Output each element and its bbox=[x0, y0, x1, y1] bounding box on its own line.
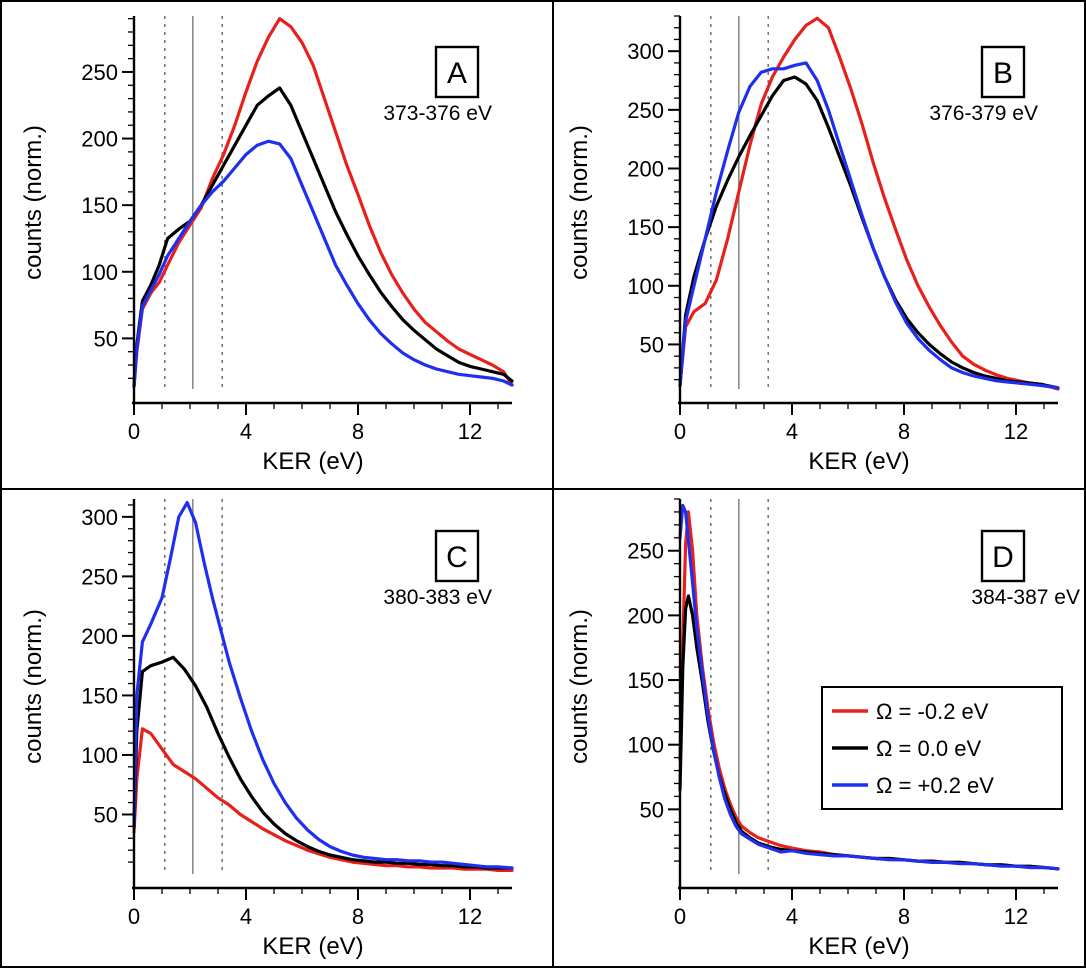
x-tick-label: 8 bbox=[352, 904, 364, 929]
x-tick-label: 0 bbox=[674, 904, 686, 929]
y-axis-title: counts (norm.) bbox=[566, 125, 593, 280]
panel-letter: C bbox=[446, 541, 468, 574]
y-tick-label: 100 bbox=[81, 743, 118, 768]
x-tick-label: 12 bbox=[1004, 419, 1028, 444]
y-axis-title: counts (norm.) bbox=[20, 609, 47, 764]
series-line-3 bbox=[678, 61, 1060, 390]
x-tick-label: 0 bbox=[128, 419, 140, 444]
y-tick-label: 300 bbox=[81, 505, 118, 530]
x-axis-title: KER (eV) bbox=[262, 933, 363, 960]
y-tick-label: 100 bbox=[627, 733, 664, 758]
y-axis-title: counts (norm.) bbox=[566, 609, 593, 764]
x-axis-title: KER (eV) bbox=[808, 933, 909, 960]
x-axis-title: KER (eV) bbox=[808, 448, 909, 475]
y-tick-label: 300 bbox=[627, 39, 664, 64]
x-tick-label: 4 bbox=[240, 419, 252, 444]
x-tick-label: 8 bbox=[898, 904, 910, 929]
series-line-1 bbox=[678, 16, 1060, 391]
panel-letter: D bbox=[992, 541, 1014, 574]
series-line-2 bbox=[132, 86, 514, 388]
y-tick-label: 50 bbox=[94, 802, 118, 827]
x-tick-label: 12 bbox=[458, 419, 482, 444]
y-tick-label: 250 bbox=[81, 564, 118, 589]
x-axis-title: KER (eV) bbox=[262, 448, 363, 475]
legend-label: Ω = +0.2 eV bbox=[876, 773, 994, 798]
panel-letter: A bbox=[447, 57, 467, 90]
y-tick-label: 150 bbox=[81, 193, 118, 218]
panel-letter-box bbox=[980, 529, 1026, 583]
energy-range-label: 384-387 eV bbox=[971, 586, 1080, 609]
series-line-1 bbox=[132, 727, 514, 872]
y-tick-label: 250 bbox=[81, 60, 118, 85]
x-tick-label: 12 bbox=[1004, 904, 1028, 929]
legend-label: Ω = 0.0 eV bbox=[876, 736, 981, 761]
y-tick-label: 150 bbox=[627, 668, 664, 693]
y-tick-label: 50 bbox=[640, 797, 664, 822]
x-tick-label: 4 bbox=[240, 904, 252, 929]
y-tick-label: 200 bbox=[627, 156, 664, 181]
y-tick-label: 50 bbox=[640, 332, 664, 357]
series-line-3 bbox=[132, 501, 514, 870]
y-tick-label: 100 bbox=[627, 274, 664, 299]
y-tick-label: 200 bbox=[627, 603, 664, 628]
series-line-3 bbox=[678, 503, 1060, 871]
x-tick-label: 0 bbox=[674, 419, 686, 444]
panel-letter-box bbox=[434, 529, 480, 583]
series-line-1 bbox=[132, 17, 514, 388]
y-tick-label: 250 bbox=[627, 539, 664, 564]
panel-c: 50 100 150 200 250 300 0 4 8 12 KER (eV) counts (no… bbox=[20, 499, 514, 960]
energy-range-label: 380-383 eV bbox=[383, 586, 492, 609]
y-tick-label: 50 bbox=[94, 326, 118, 351]
panel-letter-box bbox=[980, 45, 1026, 99]
y-tick-label: 250 bbox=[627, 98, 664, 123]
x-tick-label: 4 bbox=[786, 904, 798, 929]
y-tick-label: 150 bbox=[81, 683, 118, 708]
panel-a: 50 100 150 200 250 0 4 8 12 KER (eV) counts (norm.… bbox=[20, 16, 514, 475]
legend-label: Ω = -0.2 eV bbox=[876, 699, 989, 724]
legend: Ω = -0.2 eV Ω = 0.0 eV Ω = +0.2 eV bbox=[821, 686, 1063, 810]
panel-b: 50 100 150 200 250 300 0 4 8 12 KER (eV) counts (no… bbox=[566, 15, 1060, 475]
x-tick-label: 8 bbox=[898, 419, 910, 444]
panel-d: 50 100 150 200 250 0 4 8 12 KER (eV) counts (norm.… bbox=[566, 498, 1080, 960]
x-tick-label: 4 bbox=[786, 419, 798, 444]
energy-range-label: 376-379 eV bbox=[929, 102, 1038, 125]
y-tick-label: 200 bbox=[81, 624, 118, 649]
panel-letter-box bbox=[434, 45, 480, 99]
x-tick-label: 0 bbox=[128, 904, 140, 929]
y-tick-label: 150 bbox=[627, 215, 664, 240]
series-line-2 bbox=[132, 655, 514, 870]
x-tick-label: 12 bbox=[458, 904, 482, 929]
x-tick-label: 8 bbox=[352, 419, 364, 444]
y-axis-title: counts (norm.) bbox=[20, 125, 47, 280]
series-line-3 bbox=[132, 139, 514, 388]
y-tick-label: 200 bbox=[81, 127, 118, 152]
energy-range-label: 373-376 eV bbox=[383, 102, 492, 125]
panel-letter: B bbox=[993, 57, 1013, 90]
y-tick-label: 100 bbox=[81, 260, 118, 285]
